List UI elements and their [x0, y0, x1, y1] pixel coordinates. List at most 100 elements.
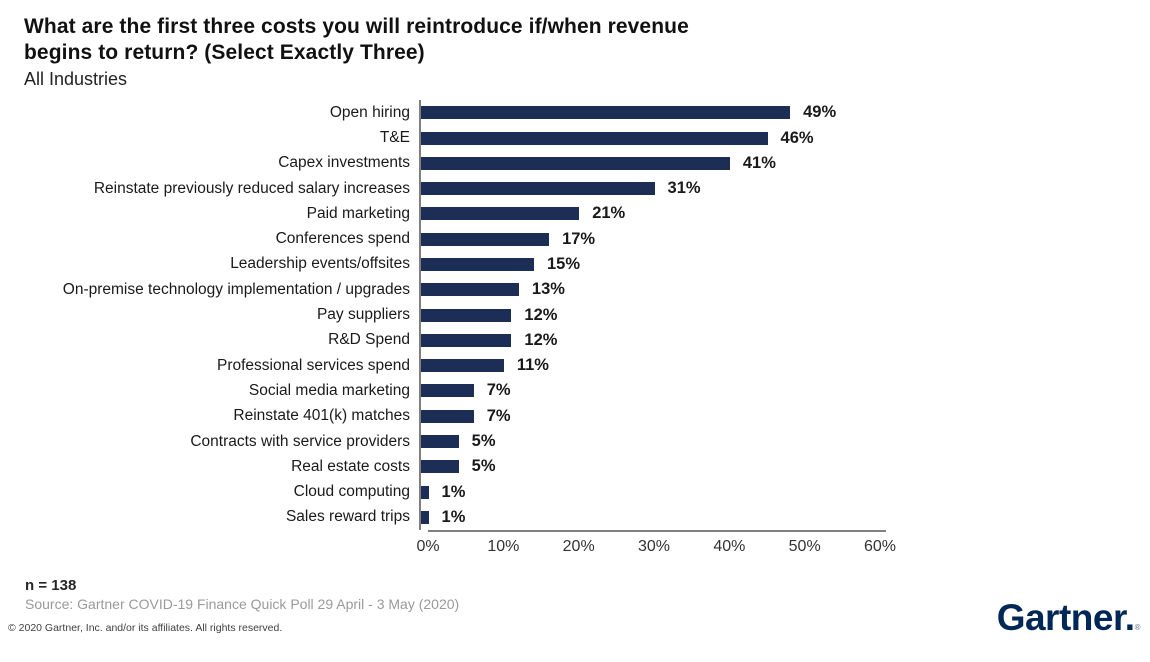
value-label: 5%	[471, 432, 496, 451]
bar-track: 7%	[419, 403, 879, 429]
category-label: Pay suppliers	[316, 306, 410, 324]
category-label: R&D Spend	[328, 331, 410, 349]
category-label: T&E	[379, 129, 410, 146]
bar	[421, 182, 655, 196]
category-label: Contracts with service providers	[190, 432, 410, 450]
value-label: 1%	[441, 507, 466, 526]
chart-title-line-2: begins to return? (Select Exactly Three)	[24, 41, 425, 65]
bar	[421, 435, 459, 449]
bar	[421, 257, 534, 271]
x-axis-tick-labels: 0% 10% 20% 30% 40% 50% 60%	[416, 532, 896, 560]
x-tick-label: 0%	[416, 538, 440, 556]
axis-spacer	[23, 532, 428, 560]
bar-track: 12%	[419, 327, 879, 354]
source-note: Source: Gartner COVID-19 Finance Quick P…	[25, 596, 460, 612]
chart-row: Open hiring 49%	[23, 100, 1150, 126]
bar	[421, 131, 768, 145]
category-label: Reinstate previously reduced salary incr…	[93, 179, 410, 197]
registered-mark: ®	[1134, 623, 1141, 632]
x-tick-label: 30%	[637, 538, 671, 556]
bar	[421, 460, 459, 474]
sample-size: n = 138	[25, 577, 77, 594]
bar-track: 21%	[419, 201, 879, 227]
value-label: 41%	[742, 153, 776, 172]
bar-track: 7%	[419, 378, 879, 404]
value-label: 13%	[531, 280, 565, 299]
value-label: 7%	[486, 381, 511, 400]
bar	[421, 156, 730, 170]
x-tick-label: 40%	[713, 538, 746, 556]
gartner-logo: Gartner.®	[996, 597, 1141, 639]
value-label: 21%	[592, 204, 626, 223]
bar-track: 13%	[419, 277, 879, 303]
bar-track: 5%	[419, 454, 879, 480]
value-label: 17%	[562, 229, 596, 248]
value-label: 15%	[547, 254, 581, 273]
bar-track: 1%	[419, 504, 879, 531]
chart-row: Professional services spend 11%	[23, 353, 1150, 379]
chart-subtitle: All Industries	[24, 69, 128, 90]
value-label: 7%	[486, 406, 511, 425]
category-label: Conferences spend	[275, 230, 410, 248]
bar	[421, 106, 791, 120]
bar	[421, 485, 429, 499]
value-label: 11%	[516, 356, 549, 375]
bar	[421, 333, 512, 347]
x-tick-label: 20%	[562, 538, 595, 556]
value-label: 1%	[441, 482, 466, 501]
copyright-note: © 2020 Gartner, Inc. and/or its affiliat…	[8, 622, 283, 634]
category-label: On-premise technology implementation / u…	[62, 280, 410, 298]
bar-track: 15%	[419, 251, 879, 278]
bar	[421, 359, 504, 373]
chart-row: Reinstate 401(k) matches 7%	[23, 403, 1150, 429]
category-label: Leadership events/offsites	[230, 255, 410, 273]
chart-row: Capex investments 41%	[23, 150, 1150, 176]
category-label: Capex investments	[278, 154, 410, 172]
chart-row: Leadership events/offsites 15%	[23, 251, 1150, 278]
value-label: 49%	[803, 103, 837, 122]
chart-title-line-1: What are the first three costs you will …	[24, 15, 689, 38]
bar-track: 31%	[419, 175, 879, 202]
gartner-logo-text: Gartner.	[996, 597, 1135, 638]
category-label: Paid marketing	[306, 204, 410, 222]
bar	[421, 384, 474, 398]
x-tick-label: 60%	[863, 538, 897, 556]
chart-row: Paid marketing 21%	[23, 201, 1150, 227]
chart-rows: Open hiring 49% T&E 46% Capex investments 41%…	[23, 100, 1150, 531]
bar-track: 46%	[419, 125, 879, 151]
chart-row: Cloud computing 1%	[23, 479, 1150, 505]
bar	[421, 207, 580, 221]
chart-row: On-premise technology implementation / u…	[23, 277, 1150, 303]
bar-track: 49%	[419, 100, 879, 126]
bar-track: 41%	[419, 150, 879, 176]
value-label: 12%	[524, 305, 558, 324]
bar	[421, 308, 512, 322]
bar	[421, 510, 429, 524]
value-label: 46%	[780, 128, 814, 147]
x-tick-label: 50%	[788, 538, 821, 556]
bar-track: 5%	[419, 428, 879, 455]
chart-row: Reinstate previously reduced salary incr…	[23, 175, 1150, 202]
category-label: Cloud computing	[293, 483, 410, 501]
value-label: 5%	[471, 457, 496, 476]
chart-row: Real estate costs 5%	[23, 454, 1150, 480]
x-axis-ticks: 0% 10% 20% 30% 40% 50% 60%	[23, 532, 1150, 560]
bar-track: 1%	[419, 479, 879, 505]
bar-chart: Open hiring 49% T&E 46% Capex investments 41%…	[23, 100, 1150, 560]
bar	[421, 409, 474, 423]
category-label: Sales reward trips	[285, 508, 410, 526]
category-label: Open hiring	[329, 103, 410, 121]
chart-row: Sales reward trips 1%	[23, 504, 1150, 531]
value-label: 31%	[667, 179, 701, 198]
value-label: 12%	[524, 330, 558, 349]
chart-row: T&E 46%	[23, 125, 1150, 151]
chart-row: Social media marketing 7%	[23, 378, 1150, 404]
bar-track: 11%	[419, 353, 879, 379]
bar-track: 12%	[419, 302, 879, 328]
header: What are the first three costs you will …	[24, 14, 1150, 90]
x-axis-line	[428, 530, 886, 533]
category-label: Social media marketing	[248, 381, 410, 399]
bar	[421, 283, 519, 297]
category-label: Professional services spend	[217, 356, 410, 374]
